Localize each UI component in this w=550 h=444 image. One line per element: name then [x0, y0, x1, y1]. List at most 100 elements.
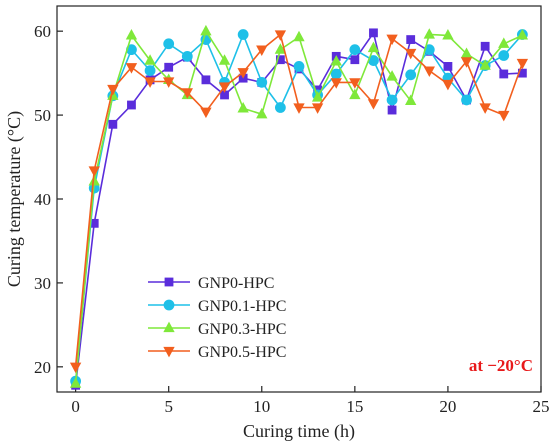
data-point	[181, 88, 193, 99]
data-point	[442, 29, 454, 40]
data-point	[127, 100, 136, 110]
series-gnp0-5-hpc	[69, 30, 529, 374]
series-group	[69, 24, 529, 390]
data-point	[406, 35, 416, 44]
data-point	[293, 103, 305, 114]
data-point	[443, 62, 453, 71]
data-point	[163, 38, 175, 50]
data-point	[498, 37, 510, 48]
data-point	[256, 45, 268, 56]
data-point	[350, 55, 360, 65]
data-point	[311, 91, 324, 102]
data-point	[349, 78, 361, 89]
data-point	[144, 77, 156, 88]
temperature-annotation: at −20°C	[469, 356, 533, 375]
data-point	[386, 94, 398, 106]
data-point	[499, 69, 509, 79]
data-point	[479, 103, 491, 114]
legend-label: GNP0.3-HPC	[198, 321, 286, 338]
data-point	[367, 99, 380, 110]
data-point	[369, 28, 378, 38]
data-point	[367, 41, 380, 53]
data-point	[218, 54, 231, 65]
data-point	[405, 48, 417, 60]
x-tick-label: 10	[253, 397, 270, 416]
data-point	[349, 88, 361, 100]
data-point	[293, 61, 305, 72]
data-point	[516, 58, 529, 70]
data-point	[237, 102, 249, 113]
data-point	[516, 29, 529, 40]
x-tick-label: 15	[346, 397, 363, 416]
data-point	[423, 66, 435, 77]
data-point	[479, 59, 491, 70]
data-point	[349, 44, 361, 56]
legend-label: GNP0.1-HPC	[198, 298, 286, 315]
series-gnp0-3-hpc	[69, 24, 529, 388]
data-point	[144, 65, 156, 77]
data-point	[498, 110, 510, 122]
data-point	[498, 50, 510, 61]
data-point	[387, 105, 397, 115]
series-line	[74, 32, 523, 382]
data-point	[164, 62, 174, 72]
data-point	[386, 34, 398, 46]
legend-item: GNP0-HPC	[148, 275, 274, 292]
data-point	[274, 102, 286, 113]
data-point	[480, 41, 490, 51]
data-point	[237, 68, 249, 79]
legend-item: GNP0.5-HPC	[148, 344, 286, 361]
data-point	[330, 78, 342, 89]
data-point	[311, 103, 324, 114]
data-point	[181, 50, 193, 62]
series-gnp0-hpc	[71, 28, 527, 390]
data-point	[460, 57, 473, 68]
data-point	[275, 55, 285, 65]
legend-marker	[163, 299, 175, 311]
data-point	[423, 28, 435, 39]
data-point	[200, 107, 212, 119]
y-axis-label: Curing temperature (°C)	[4, 111, 25, 287]
data-point	[442, 79, 454, 91]
data-point	[256, 76, 268, 88]
series-line	[74, 33, 524, 367]
y-tick-label: 60	[34, 22, 51, 41]
legend-marker	[164, 277, 174, 287]
data-point	[69, 362, 82, 374]
series-line	[74, 29, 523, 384]
legend-marker	[163, 346, 175, 358]
data-point	[200, 24, 212, 36]
legend-label: GNP0.5-HPC	[198, 344, 286, 361]
legend-item: GNP0.1-HPC	[148, 298, 286, 315]
y-tick-label: 20	[34, 358, 51, 377]
data-point	[330, 55, 342, 66]
data-point	[69, 377, 82, 388]
data-point	[163, 77, 175, 88]
data-point	[274, 30, 287, 41]
data-point	[107, 84, 119, 96]
data-point	[256, 107, 268, 119]
data-point	[144, 54, 156, 65]
data-point	[461, 94, 472, 106]
data-point	[405, 94, 417, 105]
x-axis-label: Curing time (h)	[243, 421, 355, 442]
y-tick-label: 30	[34, 274, 51, 293]
x-tick-label: 20	[439, 397, 456, 416]
data-point	[293, 30, 305, 42]
x-tick-label: 5	[164, 397, 173, 416]
data-point	[125, 29, 138, 40]
data-point	[88, 166, 100, 177]
legend-marker	[163, 321, 175, 333]
x-tick-label: 0	[71, 397, 80, 416]
data-point	[88, 175, 100, 186]
data-point	[237, 29, 249, 40]
data-point	[274, 43, 287, 54]
data-point	[330, 68, 342, 80]
data-point	[125, 63, 138, 74]
data-point	[405, 69, 417, 81]
data-point	[386, 70, 398, 81]
series-gnp0-1-hpc	[70, 29, 528, 387]
data-point	[201, 75, 211, 85]
y-tick-label: 40	[34, 190, 51, 209]
